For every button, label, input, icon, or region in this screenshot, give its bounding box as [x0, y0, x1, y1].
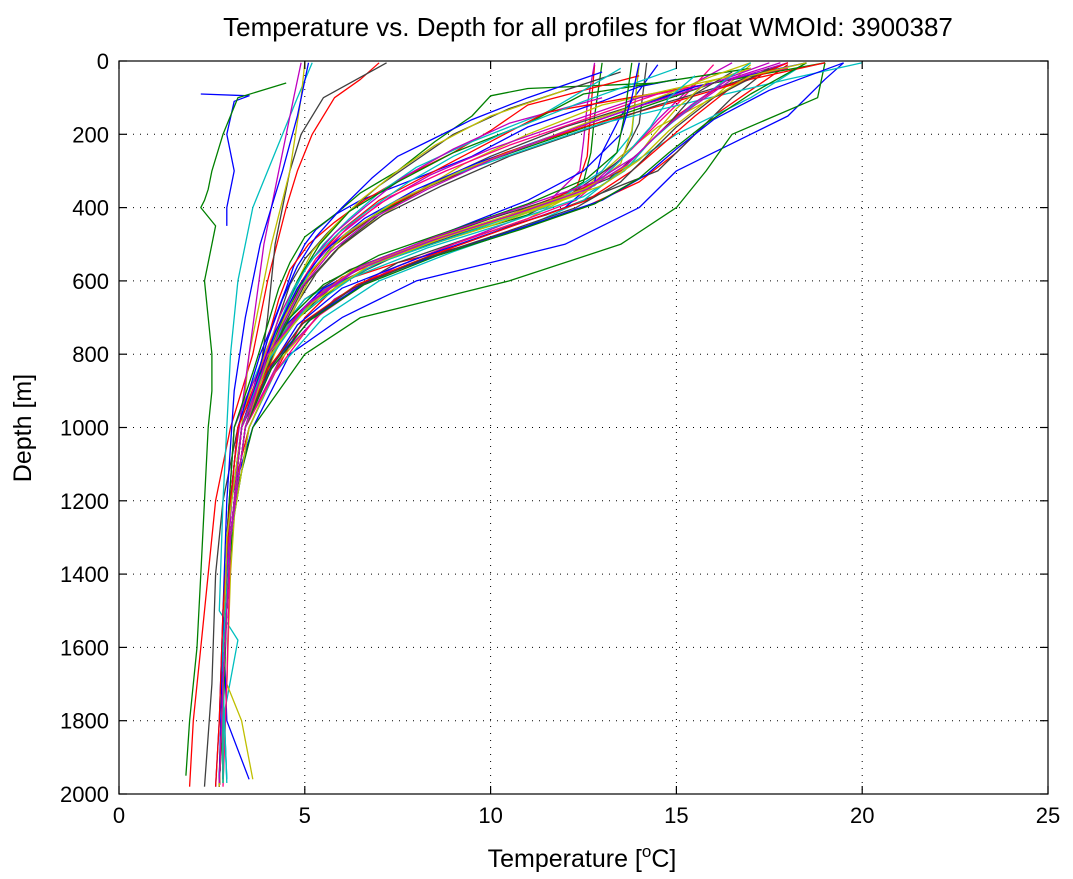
y-tick-label: 800 — [72, 342, 109, 367]
x-tick-label: 20 — [850, 803, 874, 828]
profile-lines — [185, 62, 863, 787]
y-tick-label: 400 — [72, 196, 109, 221]
profile-line-2 — [185, 82, 287, 776]
y-axis-label: Depth [m] — [9, 374, 37, 482]
profile-line-3 — [188, 62, 380, 787]
y-tick-label: 2000 — [60, 782, 109, 807]
x-tick-label: 10 — [478, 803, 502, 828]
x-axis-label-main: Temperature [ — [488, 845, 642, 873]
profile-line-1 — [200, 93, 250, 226]
x-tick-label: 0 — [113, 803, 125, 828]
y-tick-label: 1200 — [60, 489, 109, 514]
chart-title: Temperature vs. Depth for all profiles f… — [223, 12, 953, 42]
y-tick-label: 1800 — [60, 709, 109, 734]
y-tick-label: 1600 — [60, 635, 109, 660]
profile-line-25 — [218, 82, 658, 787]
profile-line-5 — [218, 62, 313, 784]
x-tick-label: 15 — [664, 803, 688, 828]
x-axis-label: Temperature [oC] — [488, 842, 677, 873]
profile-line-59 — [218, 62, 781, 784]
x-tick-label: 25 — [1036, 803, 1060, 828]
y-tick-label: 1400 — [60, 562, 109, 587]
x-axis-label-superscript: o — [642, 842, 651, 861]
y-tick-label: 0 — [97, 49, 109, 74]
x-axis-label-unit: C] — [651, 845, 676, 873]
profile-line-52 — [218, 62, 789, 787]
y-tick-label: 200 — [72, 122, 109, 147]
x-tick-label: 5 — [299, 803, 311, 828]
y-tick-label: 1000 — [60, 416, 109, 441]
axis-ticks: 0 5 10 15 20 25 0 200 400 600 800 1000 1200 1400 1600 1… — [60, 49, 1060, 828]
y-tick-label: 600 — [72, 269, 109, 294]
